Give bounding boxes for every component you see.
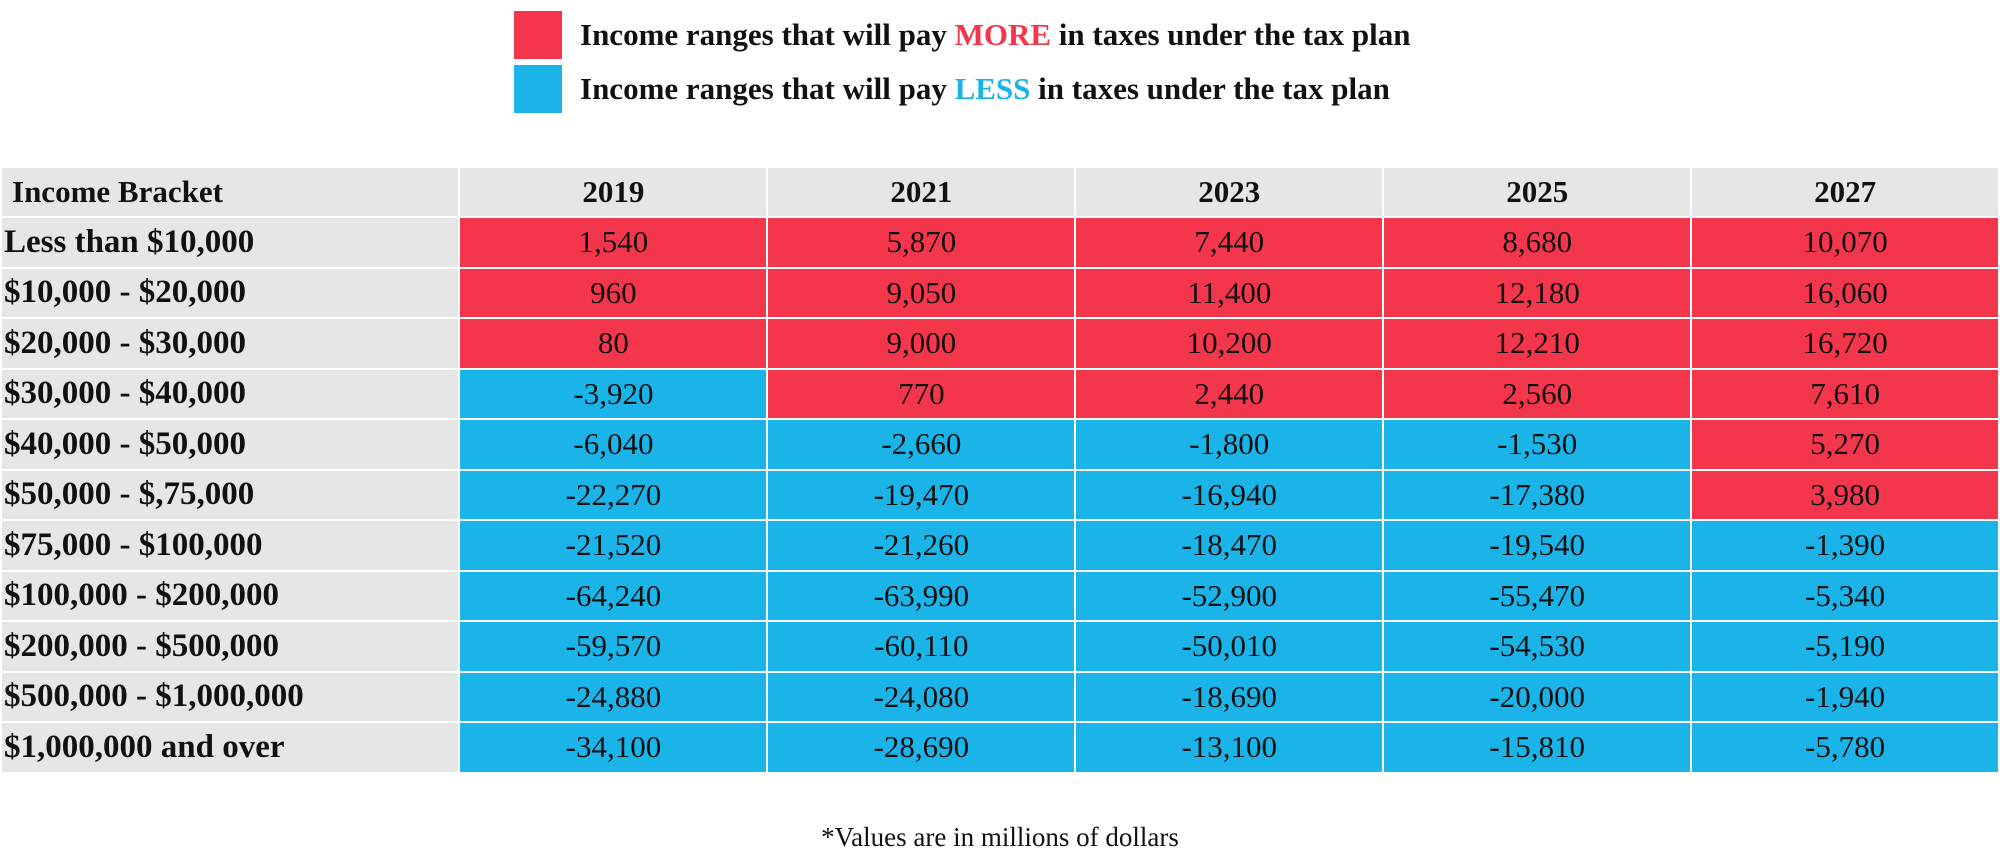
table-row: $40,000 - $50,000 -6,040 -2,660 -1,800 -1,53… — [0, 418, 2000, 471]
value-cell: 80 — [458, 317, 769, 370]
value-cell: 770 — [766, 367, 1077, 420]
value-cell: 16,720 — [1690, 317, 2000, 370]
value-cell: -1,940 — [1690, 670, 2000, 723]
table-row: $50,000 - $,75,000 -22,270 -19,470 -16,940-… — [0, 468, 2000, 521]
value-cell: -1,800 — [1074, 418, 1385, 471]
row-label: $40,000 - $50,000 — [0, 418, 461, 471]
value-cell: -52,900 — [1074, 569, 1385, 622]
value-cell: -34,100 — [458, 721, 769, 774]
value-cell: -18,470 — [1074, 519, 1385, 572]
legend-text: Income ranges that will pay MORE in taxe… — [580, 17, 1410, 53]
value-cell: -5,780 — [1690, 721, 2000, 774]
legend-swatch — [514, 10, 562, 59]
tax-table: Income Bracket 2019 2021 2023 2025 2027 Less t… — [0, 166, 2000, 774]
value-cell: 5,870 — [766, 216, 1077, 269]
value-cell: 960 — [458, 266, 769, 319]
legend-emphasis: LESS — [954, 70, 1031, 106]
legend-item: Income ranges that will pay LESS in taxe… — [514, 64, 1390, 113]
value-cell: -21,520 — [458, 519, 769, 572]
value-cell: -24,080 — [766, 670, 1077, 723]
value-cell: -2,660 — [766, 418, 1077, 471]
value-cell: 1,540 — [458, 216, 769, 269]
value-cell: -17,380 — [1382, 468, 1693, 521]
row-label: $30,000 - $40,000 — [0, 367, 461, 420]
legend-item: Income ranges that will pay MORE in taxe… — [514, 10, 1410, 59]
value-cell: 12,180 — [1382, 266, 1693, 319]
legend-text-end: in taxes under the tax plan — [1038, 70, 1390, 106]
legend-text-start: Income ranges that will pay — [580, 16, 947, 52]
row-label: $100,000 - $200,000 — [0, 569, 461, 622]
value-cell: 5,270 — [1690, 418, 2000, 471]
legend-text: Income ranges that will pay LESS in taxe… — [580, 71, 1390, 107]
legend-text-start: Income ranges that will pay — [580, 70, 947, 106]
value-cell: -20,000 — [1382, 670, 1693, 723]
value-cell: -1,530 — [1382, 418, 1693, 471]
value-cell: 2,560 — [1382, 367, 1693, 420]
row-label: $10,000 - $20,000 — [0, 266, 461, 319]
header-cell: 2027 — [1690, 166, 2000, 218]
row-label: $1,000,000 and over — [0, 721, 461, 774]
header-cell: Income Bracket — [0, 166, 461, 218]
value-cell: -60,110 — [766, 620, 1077, 673]
table-row: $1,000,000 and over -34,100 -28,690 -13,100… — [0, 721, 2000, 774]
value-cell: 3,980 — [1690, 468, 2000, 521]
footnote: *Values are in millions of dollars — [821, 822, 1179, 852]
value-cell: 10,200 — [1074, 317, 1385, 370]
row-label: $50,000 - $,75,000 — [0, 468, 461, 521]
row-label: $200,000 - $500,000 — [0, 620, 461, 673]
legend-swatch — [514, 64, 562, 113]
row-label: $500,000 - $1,000,000 — [0, 670, 461, 723]
header-cell: 2025 — [1382, 166, 1693, 218]
value-cell: -16,940 — [1074, 468, 1385, 521]
value-cell: -63,990 — [766, 569, 1077, 622]
table-row: $500,000 - $1,000,000 -24,880 -24,080 -18,6… — [0, 670, 2000, 723]
value-cell: -6,040 — [458, 418, 769, 471]
row-label: $20,000 - $30,000 — [0, 317, 461, 370]
value-cell: -59,570 — [458, 620, 769, 673]
value-cell: -5,340 — [1690, 569, 2000, 622]
table-row: $75,000 - $100,000 -21,520 -21,260 -18,470-… — [0, 519, 2000, 572]
value-cell: -64,240 — [458, 569, 769, 622]
header-row: Income Bracket 2019 2021 2023 2025 2027 — [0, 166, 2000, 218]
value-cell: 7,610 — [1690, 367, 2000, 420]
legend-emphasis: MORE — [954, 16, 1052, 52]
value-cell: -22,270 — [458, 468, 769, 521]
value-cell: -55,470 — [1382, 569, 1693, 622]
value-cell: -24,880 — [458, 670, 769, 723]
row-label: Less than $10,000 — [0, 216, 461, 269]
value-cell: -1,390 — [1690, 519, 2000, 572]
value-cell: 16,060 — [1690, 266, 2000, 319]
value-cell: 9,000 — [766, 317, 1077, 370]
legend-text-end: in taxes under the tax plan — [1058, 16, 1411, 52]
value-cell: 8,680 — [1382, 216, 1693, 269]
table-row: $100,000 - $200,000 -64,240 -63,990 -52,900… — [0, 569, 2000, 622]
value-cell: 2,440 — [1074, 367, 1385, 420]
value-cell: -54,530 — [1382, 620, 1693, 673]
value-cell: -3,920 — [458, 367, 769, 420]
value-cell: 10,070 — [1690, 216, 2000, 269]
value-cell: -18,690 — [1074, 670, 1385, 723]
value-cell: -28,690 — [766, 721, 1077, 774]
header-cell: 2019 — [458, 166, 769, 218]
value-cell: -50,010 — [1074, 620, 1385, 673]
value-cell: 11,400 — [1074, 266, 1385, 319]
row-label: $75,000 - $100,000 — [0, 519, 461, 572]
value-cell: -19,540 — [1382, 519, 1693, 572]
value-cell: -19,470 — [766, 468, 1077, 521]
value-cell: -13,100 — [1074, 721, 1385, 774]
table-row: $20,000 - $30,000 80 9,000 10,200 12,210 16,7… — [0, 317, 2000, 370]
value-cell: 12,210 — [1382, 317, 1693, 370]
value-cell: 9,050 — [766, 266, 1077, 319]
table-row: $10,000 - $20,000 960 9,050 11,400 12,180 16,… — [0, 266, 2000, 319]
table-row: $30,000 - $40,000 -3,920 770 2,440 2,560 7,61… — [0, 367, 2000, 420]
table-row: $200,000 - $500,000 -59,570 -60,110 -50,010… — [0, 620, 2000, 673]
value-cell: -21,260 — [766, 519, 1077, 572]
header-cell: 2021 — [766, 166, 1077, 218]
value-cell: -5,190 — [1690, 620, 2000, 673]
value-cell: -15,810 — [1382, 721, 1693, 774]
value-cell: 7,440 — [1074, 216, 1385, 269]
table-row: Less than $10,000 1,540 5,870 7,440 8,680 10,… — [0, 216, 2000, 269]
header-cell: 2023 — [1074, 166, 1385, 218]
